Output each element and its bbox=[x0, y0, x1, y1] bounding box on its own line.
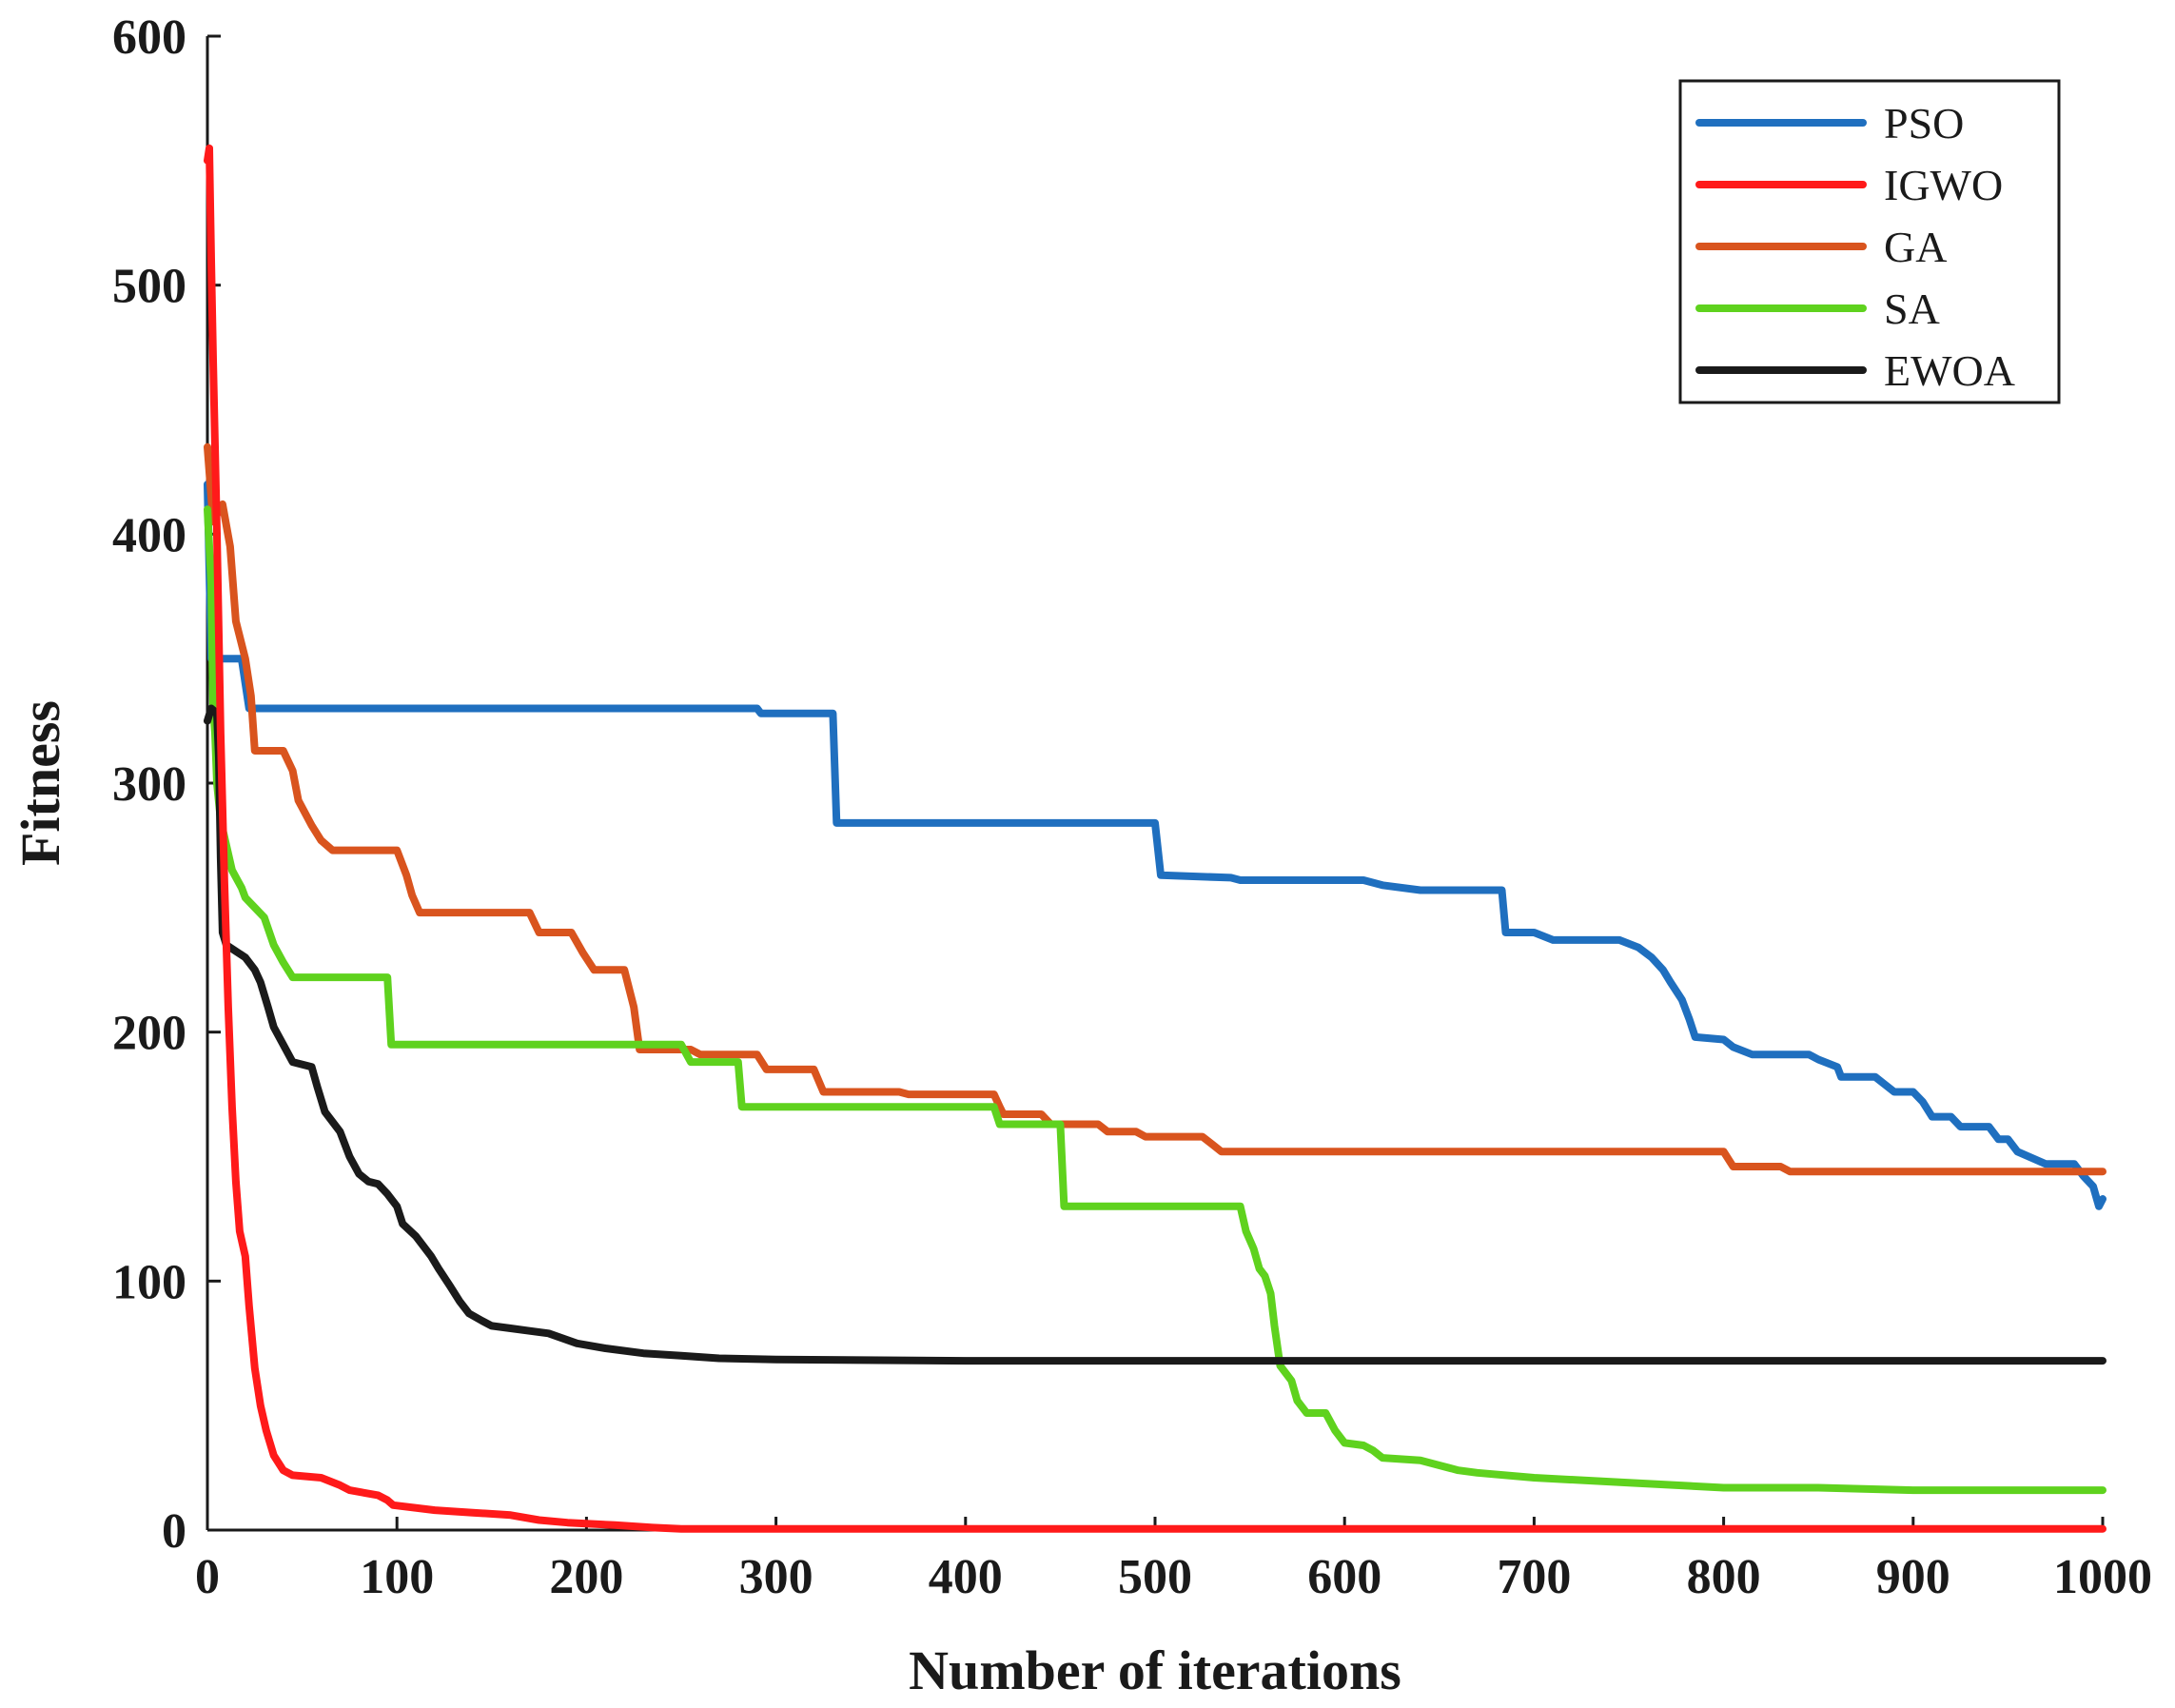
x-tick-label: 500 bbox=[1118, 1550, 1192, 1604]
series-line-pso bbox=[204, 481, 2106, 1210]
y-axis-ticks: 0 100 200 300 400 500 600 bbox=[112, 10, 221, 1559]
y-tick-label: 500 bbox=[112, 260, 186, 314]
legend-label-ewoa: EWOA bbox=[1884, 346, 2015, 395]
y-tick-label: 600 bbox=[112, 10, 186, 65]
series-line-ewoa bbox=[204, 704, 2106, 1365]
y-tick-label: 400 bbox=[112, 508, 186, 562]
x-tick-label: 200 bbox=[549, 1550, 623, 1604]
x-axis-title: Number of iterations bbox=[909, 1639, 1401, 1701]
y-axis-title: Fitness bbox=[10, 700, 71, 866]
x-tick-label: 100 bbox=[360, 1550, 434, 1604]
x-tick-label: 1000 bbox=[2053, 1550, 2152, 1604]
legend-label-igwo: IGWO bbox=[1884, 161, 2003, 209]
x-tick-label: 300 bbox=[739, 1550, 813, 1604]
legend: PSO IGWO GA SA EWOA bbox=[1678, 79, 2061, 404]
x-axis-ticks: 0 100 200 300 400 500 600 700 800 900 1000 bbox=[195, 1517, 2152, 1604]
legend-label-pso: PSO bbox=[1884, 99, 1964, 147]
y-tick-label: 200 bbox=[112, 1007, 186, 1061]
series-lines bbox=[204, 144, 2106, 1533]
legend-box bbox=[1678, 79, 2061, 404]
series-line-igwo bbox=[204, 144, 2106, 1533]
x-tick-label: 900 bbox=[1876, 1550, 1950, 1604]
x-tick-label: 600 bbox=[1307, 1550, 1381, 1604]
x-tick-label: 400 bbox=[929, 1550, 1003, 1604]
legend-label-sa: SA bbox=[1884, 285, 1940, 333]
x-tick-label: 800 bbox=[1687, 1550, 1761, 1604]
x-tick-label: 0 bbox=[195, 1550, 220, 1604]
x-tick-label: 700 bbox=[1497, 1550, 1571, 1604]
legend-label-ga: GA bbox=[1884, 223, 1947, 271]
series-line-ga bbox=[204, 442, 2106, 1176]
y-tick-label: 100 bbox=[112, 1255, 186, 1309]
series-line-sa bbox=[204, 505, 2106, 1495]
y-tick-label: 0 bbox=[162, 1504, 186, 1559]
y-tick-label: 300 bbox=[112, 757, 186, 812]
